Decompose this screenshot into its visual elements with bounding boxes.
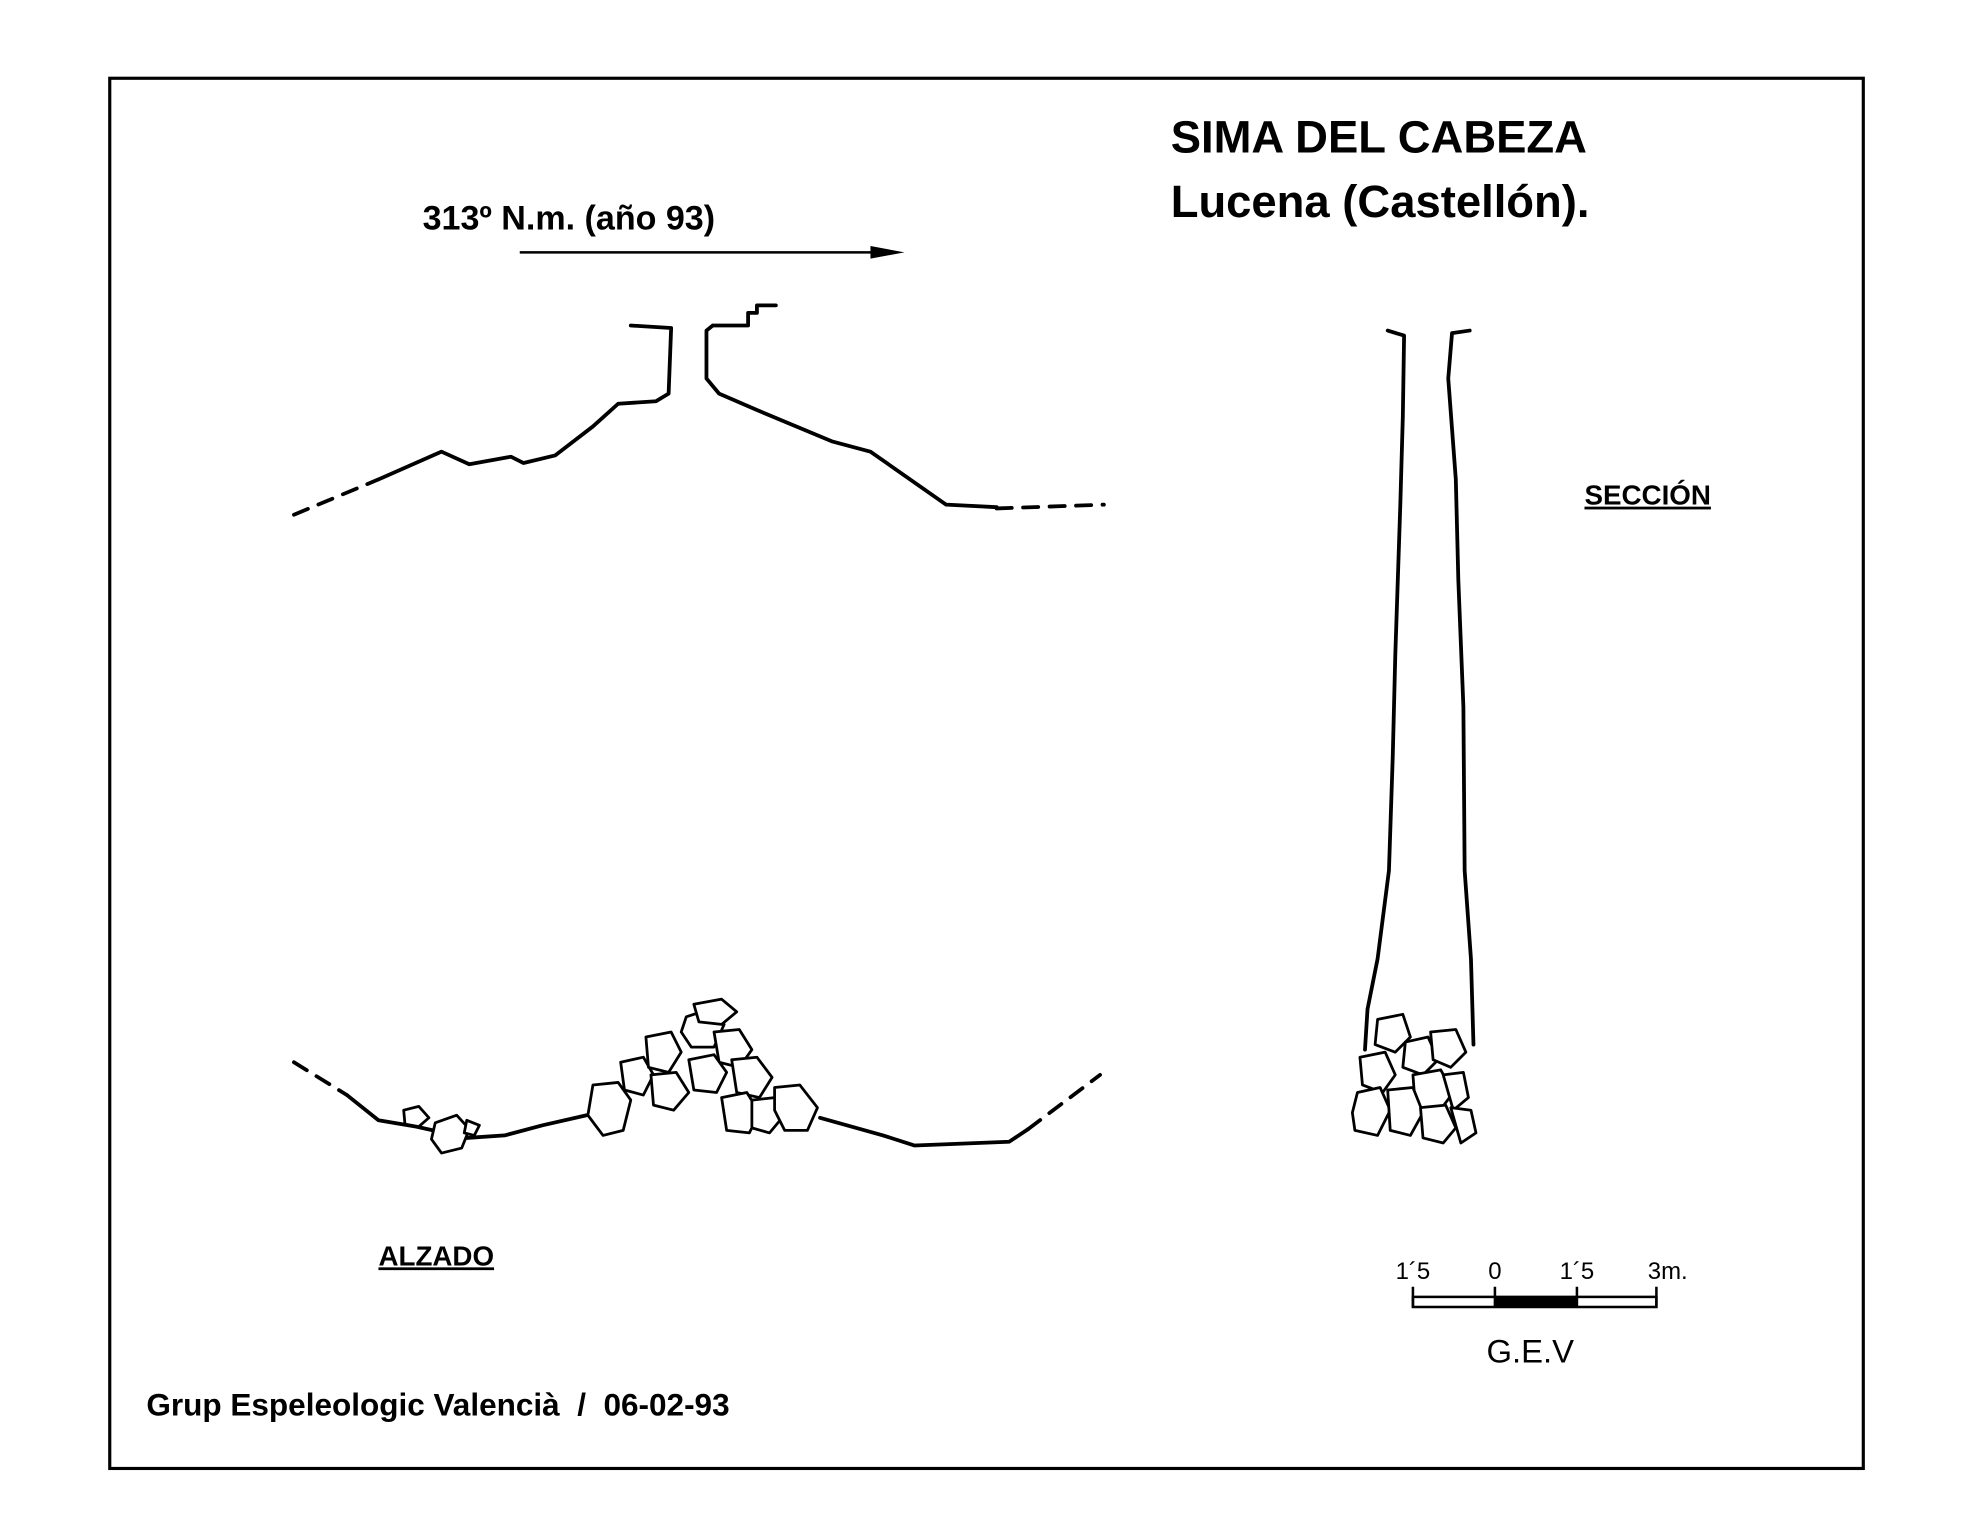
- section-drawing: [1350, 328, 1478, 1145]
- section-label: SECCIÓN: [1584, 480, 1710, 511]
- subtitle: Lucena (Castellón).: [1171, 176, 1590, 227]
- elevation-drawing: [292, 303, 1106, 1155]
- scale-tick: 1´5: [1396, 1258, 1431, 1285]
- footer: Grup Espeleologic Valencià / 06-02-93: [146, 1386, 729, 1422]
- scale-tick: 1´5: [1560, 1258, 1595, 1285]
- bearing: 313º N.m. (año 93): [423, 200, 715, 238]
- scale-author: G.E.V: [1486, 1333, 1574, 1370]
- north-arrow: [519, 246, 905, 259]
- scale-tick: 3m.: [1648, 1258, 1688, 1285]
- scale-tick: 0: [1488, 1258, 1501, 1285]
- elevation-label: ALZADO: [378, 1240, 494, 1271]
- title: SIMA DEL CABEZA: [1171, 112, 1587, 163]
- frame: [108, 76, 1865, 1471]
- scale-bar: 1´5 0 1´5 3m. G.E.V: [1396, 1258, 1688, 1369]
